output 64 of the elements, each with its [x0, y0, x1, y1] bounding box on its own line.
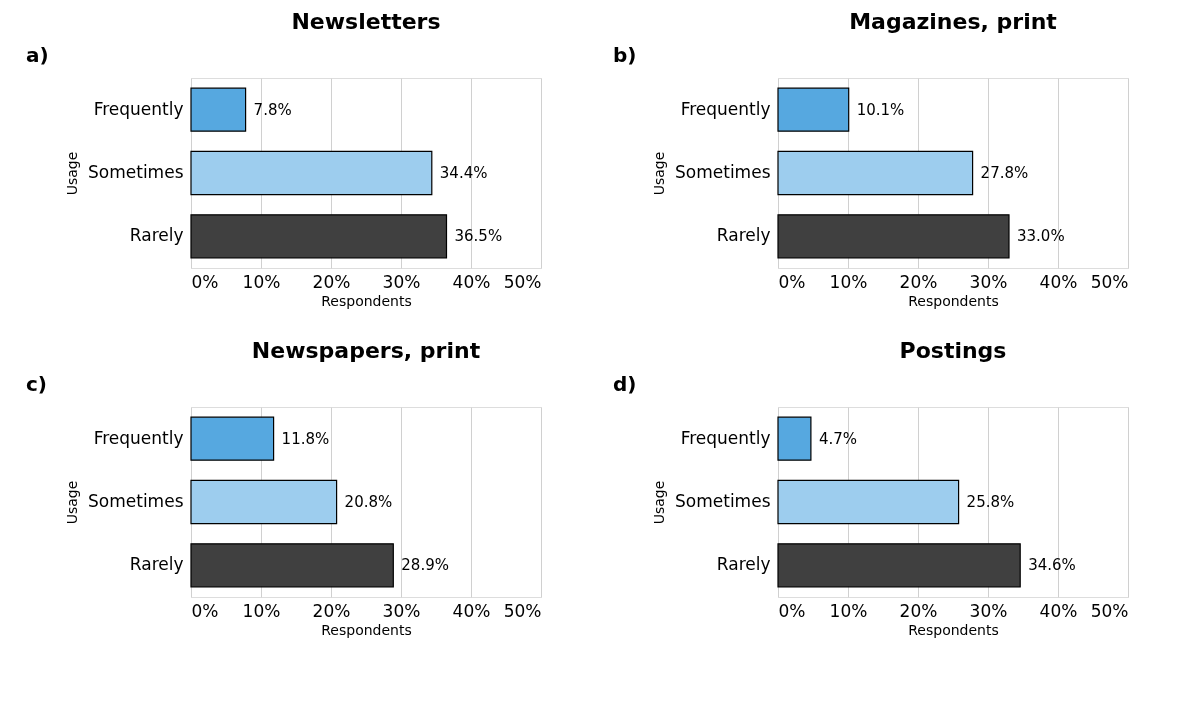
x-tick-label: 30% [382, 271, 421, 292]
x-tick-label: 20% [312, 271, 351, 292]
y-axis-title: Usage [64, 480, 81, 525]
x-tick-label: 40% [452, 600, 491, 621]
data-label: 34.6% [1028, 556, 1076, 575]
text: a) [26, 43, 49, 67]
x-tick-label: 40% [1039, 271, 1078, 292]
data-label: 7.8% [253, 100, 292, 119]
x-tick-label: 50% [503, 600, 542, 621]
x-tick-label: 50% [1090, 271, 1129, 292]
x-tick-label: 40% [452, 271, 491, 292]
text: b) [613, 43, 637, 67]
y-axis-title: Usage [651, 151, 668, 196]
y-axis-title: Usage [64, 151, 81, 196]
x-tick-label: 10% [242, 271, 281, 292]
y-tick-label: Rarely [129, 225, 184, 246]
chart-title: Newsletters [291, 9, 441, 34]
text: c) [26, 372, 47, 396]
chart-title: Newspapers, print [251, 338, 481, 363]
x-tick-label: 50% [503, 271, 542, 292]
x-tick-label: 0% [191, 600, 219, 621]
x-tick-label: 0% [778, 271, 806, 292]
x-tick-label: 10% [829, 600, 868, 621]
y-tick-label: Sometimes [675, 491, 771, 511]
y-tick-label: Frequently [680, 427, 771, 448]
x-tick-label: 10% [242, 600, 281, 621]
x-axis-title: Respondents [321, 292, 412, 309]
x-axis-title: Respondents [321, 621, 412, 638]
y-tick-label: Rarely [716, 554, 771, 575]
x-tick-label: 10% [829, 271, 868, 292]
x-tick-label: 30% [969, 271, 1008, 292]
data-label: 20.8% [344, 493, 393, 511]
x-tick-label: 40% [1039, 600, 1078, 621]
x-tick-label: 20% [899, 600, 938, 621]
y-tick-label: Rarely [716, 225, 771, 246]
data-label: 4.7% [818, 429, 858, 448]
y-tick-label: Frequently [93, 98, 184, 119]
data-label: 34.4% [439, 164, 488, 182]
y-axis-title: Usage [651, 480, 668, 525]
y-tick-label: Sometimes [675, 162, 771, 182]
y-tick-label: Frequently [680, 98, 771, 119]
x-axis-title: Respondents [908, 292, 999, 309]
chart-title: Postings [899, 338, 1007, 363]
y-tick-label: Rarely [129, 554, 184, 575]
x-axis-title: Respondents [908, 621, 999, 638]
data-label: 25.8% [966, 493, 1015, 511]
x-tick-label: 30% [969, 600, 1008, 621]
data-label: 10.1% [856, 100, 905, 119]
x-tick-label: 20% [899, 271, 938, 292]
y-tick-label: Frequently [93, 427, 184, 448]
y-tick-label: Sometimes [88, 491, 184, 511]
x-tick-label: 20% [312, 600, 351, 621]
data-label: 36.5% [454, 227, 503, 246]
y-tick-label: Sometimes [88, 162, 184, 182]
x-tick-label: 0% [778, 600, 806, 621]
data-label: 11.8% [281, 429, 330, 448]
x-tick-label: 50% [1090, 600, 1129, 621]
data-label: 27.8% [980, 164, 1029, 182]
text: d) [613, 372, 637, 396]
data-label: 33.0% [1017, 227, 1065, 246]
x-tick-label: 30% [382, 600, 421, 621]
data-label: 28.9% [401, 556, 449, 575]
x-tick-label: 0% [191, 271, 219, 292]
chart-title: Magazines, print [849, 9, 1058, 34]
